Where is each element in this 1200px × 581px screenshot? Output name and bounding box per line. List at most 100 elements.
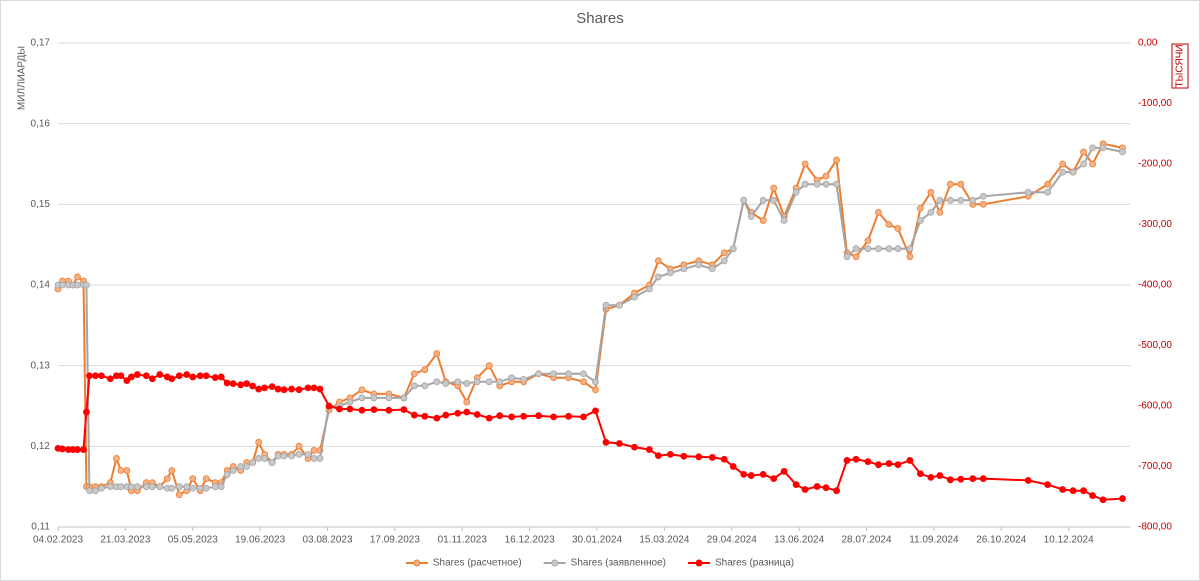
data-point xyxy=(822,172,830,180)
data-point xyxy=(485,414,493,422)
y-tick-label: 0,12 xyxy=(31,441,51,452)
data-point xyxy=(822,484,830,492)
data-point xyxy=(288,385,295,393)
data-point xyxy=(74,273,81,281)
data-point xyxy=(496,412,504,420)
data-point xyxy=(508,374,516,382)
data-point xyxy=(59,445,66,453)
x-tick-label: 17.09.2023 xyxy=(370,535,420,546)
data-point xyxy=(875,245,882,253)
data-point xyxy=(229,467,237,474)
y-tick-label: 0,15 xyxy=(31,199,51,210)
data-point xyxy=(346,405,354,413)
data-point xyxy=(580,413,587,421)
y-tick-label: 0,13 xyxy=(31,360,51,371)
y2-axis-title-box xyxy=(1171,43,1189,89)
data-point xyxy=(654,452,662,460)
data-point xyxy=(454,409,462,417)
data-point xyxy=(117,467,125,474)
data-point xyxy=(616,440,623,447)
data-point xyxy=(346,398,354,406)
data-point xyxy=(592,378,599,386)
data-point xyxy=(1080,148,1087,156)
data-point xyxy=(813,483,821,490)
y2-tick-label: -200,00 xyxy=(1138,159,1172,170)
data-point xyxy=(708,454,716,461)
data-point xyxy=(400,406,408,414)
data-point xyxy=(370,394,378,402)
y2-tick-label: -100,00 xyxy=(1138,98,1172,109)
data-point xyxy=(916,204,924,212)
data-point xyxy=(336,405,343,413)
data-point xyxy=(274,385,282,393)
data-point xyxy=(80,446,87,453)
data-point xyxy=(325,402,333,410)
data-point xyxy=(1080,160,1087,168)
data-point xyxy=(864,237,872,245)
data-point xyxy=(370,406,378,414)
data-point xyxy=(729,245,737,253)
data-point xyxy=(83,408,90,416)
x-tick-label: 16.12.2023 xyxy=(505,535,555,546)
data-point xyxy=(189,475,197,483)
data-point xyxy=(1089,492,1096,499)
data-point xyxy=(957,180,965,188)
data-point xyxy=(894,225,902,232)
data-point xyxy=(979,200,987,208)
data-point xyxy=(770,196,778,204)
data-point xyxy=(1059,160,1067,168)
data-point xyxy=(496,378,504,386)
y2-axis-title: ТЫСЯЧИ xyxy=(1175,44,1186,87)
data-point xyxy=(98,372,105,380)
data-point xyxy=(813,180,821,188)
data-point xyxy=(645,285,653,293)
data-point xyxy=(223,379,231,387)
data-point xyxy=(133,371,141,378)
data-point xyxy=(295,450,303,458)
y-tick-label: 0,16 xyxy=(31,118,51,129)
data-point xyxy=(288,452,295,460)
legend-label: Shares (расчетное) xyxy=(433,558,522,569)
data-point xyxy=(1044,188,1052,196)
data-point xyxy=(1044,180,1052,188)
data-point xyxy=(202,372,210,380)
data-point xyxy=(875,208,882,216)
data-point xyxy=(780,217,788,224)
data-point xyxy=(729,463,737,470)
data-point xyxy=(280,386,288,394)
data-point xyxy=(211,374,219,381)
data-point xyxy=(175,491,183,499)
legend-item: Shares (расчетное) xyxy=(405,558,522,569)
data-point xyxy=(936,196,944,204)
data-point xyxy=(864,458,872,466)
data-point xyxy=(936,208,944,216)
data-point xyxy=(463,408,471,416)
data-point xyxy=(1044,481,1052,489)
x-tick-label: 03.08.2023 xyxy=(302,535,352,546)
data-point xyxy=(421,366,429,374)
data-point xyxy=(123,377,131,384)
data-point xyxy=(358,386,366,394)
data-point xyxy=(243,463,251,470)
data-point xyxy=(249,382,257,390)
data-point xyxy=(695,453,703,461)
data-point xyxy=(654,257,662,265)
data-point xyxy=(463,380,471,387)
data-point xyxy=(1069,168,1077,176)
data-point xyxy=(801,486,809,493)
data-point xyxy=(801,160,809,168)
data-point xyxy=(894,461,902,469)
data-point xyxy=(1099,496,1107,504)
data-point xyxy=(695,261,703,269)
data-point xyxy=(565,412,572,420)
data-point xyxy=(189,484,197,492)
data-point xyxy=(202,475,210,483)
data-point xyxy=(1119,148,1126,156)
data-point xyxy=(592,407,599,415)
data-point xyxy=(916,470,924,478)
data-point xyxy=(316,455,324,462)
legend-marker xyxy=(413,559,421,567)
legend-item: Shares (разница) xyxy=(688,558,794,569)
data-point xyxy=(316,385,324,393)
data-point xyxy=(1069,487,1077,495)
